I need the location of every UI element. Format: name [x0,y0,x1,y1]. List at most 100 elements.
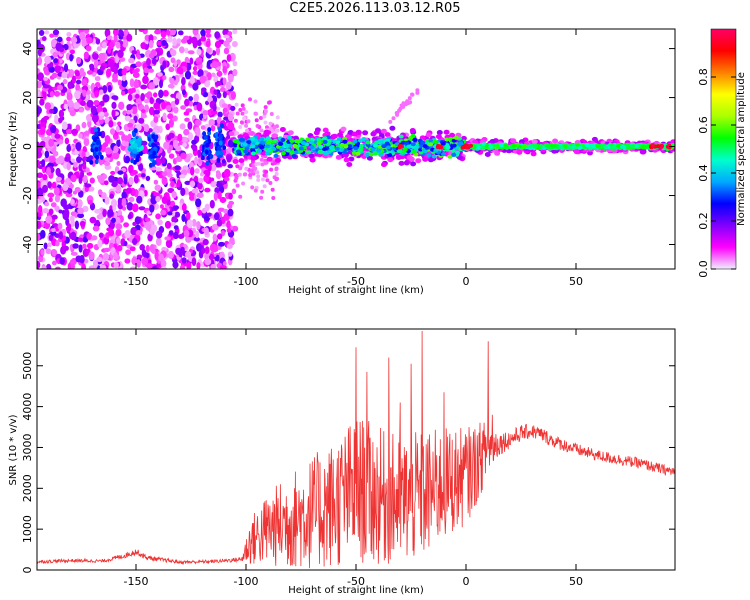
noise-cell [116,184,121,194]
ridge-cell [625,146,631,151]
noise-cell [239,120,244,125]
noise-cell [253,111,258,116]
noise-cell [50,228,56,233]
noise-cell [101,41,107,48]
noise-cell [259,128,264,133]
noise-cell [194,168,200,174]
noise-cell [86,242,94,249]
ridge-cell [232,139,238,143]
ridge-cell [414,144,420,149]
ridge-cell [475,145,481,150]
column-cell [89,159,94,165]
noise-cell [181,89,187,96]
noise-cell [238,194,243,199]
noise-cell [46,166,51,176]
noise-cell [254,162,259,167]
noise-cell [67,223,72,232]
noise-cell [39,98,45,106]
noise-cell [104,164,112,170]
noise-cell [153,102,160,110]
noise-cell [263,109,268,114]
noise-cell [219,196,227,204]
noise-cell [226,227,232,233]
noise-cell [90,105,97,115]
noise-cell [81,38,87,47]
noise-cell [173,225,179,230]
noise-cell [172,231,179,240]
ridge-halo-cell [409,128,416,133]
noise-cell [235,131,240,136]
ridge-halo-cell [422,156,429,162]
noise-cell [227,251,233,257]
noise-cell [77,199,83,208]
noise-cell [181,257,187,264]
noise-cell [212,233,218,242]
ridge-cell [329,145,334,150]
noise-cell [45,263,52,269]
noise-cell [223,47,230,55]
ridge-cell [558,145,564,150]
ridge-halo-cell [398,160,405,166]
noise-cell [172,37,178,47]
noise-cell [85,167,90,173]
noise-cell [148,82,156,90]
column-cell [99,154,104,160]
ridge-cell [347,144,353,149]
noise-cell [170,93,176,98]
noise-cell [126,33,133,42]
noise-cell [215,46,221,56]
ridge-halo-cell [460,135,467,141]
noise-cell [238,125,243,129]
noise-cell [80,100,86,107]
noise-cell [155,167,162,172]
noise-cell [197,149,202,158]
noise-cell [170,221,176,227]
noise-cell [43,76,49,81]
noise-cell [180,105,186,110]
streak-cell [395,110,400,115]
hotspot-cell [656,144,661,149]
noise-cell [71,75,77,84]
ridge-cell [246,140,252,145]
ridge-cell [355,151,361,156]
noise-cell [172,205,180,210]
column-cell [205,142,210,148]
noise-cell [185,251,192,258]
noise-cell [70,174,77,183]
ridge-halo-cell [387,157,394,163]
noise-cell [83,131,90,136]
noise-cell [173,106,179,114]
noise-cell [118,131,124,136]
figure-title: C2E5.2026.113.03.12.R05 [289,1,461,16]
noise-cell [217,207,225,212]
ridge-halo-cell [494,150,501,156]
noise-cell [238,108,243,112]
column-cell [132,132,137,138]
noise-cell [112,72,118,81]
noise-cell [171,191,177,199]
noise-cell [70,198,75,205]
noise-cell [76,156,82,163]
noise-cell [200,35,207,42]
noise-cell [227,73,234,83]
noise-cell [253,166,258,171]
noise-cell [208,119,215,126]
noise-cell [198,177,204,184]
noise-cell [197,209,203,216]
noise-cell [113,145,119,153]
noise-cell [75,255,82,263]
noise-cell [136,254,143,259]
noise-cell [154,251,159,260]
ridge-cell [257,148,262,153]
noise-cell [160,259,167,268]
noise-cell [245,128,249,133]
ridge-cell [260,140,266,145]
noise-cell [174,165,181,171]
noise-cell [127,213,132,220]
noise-cell [135,61,142,68]
noise-cell [55,266,61,269]
noise-cell [265,125,269,130]
snr-y-tick-label: 1000 [21,515,34,543]
noise-cell [58,117,63,124]
noise-cell [37,199,42,204]
